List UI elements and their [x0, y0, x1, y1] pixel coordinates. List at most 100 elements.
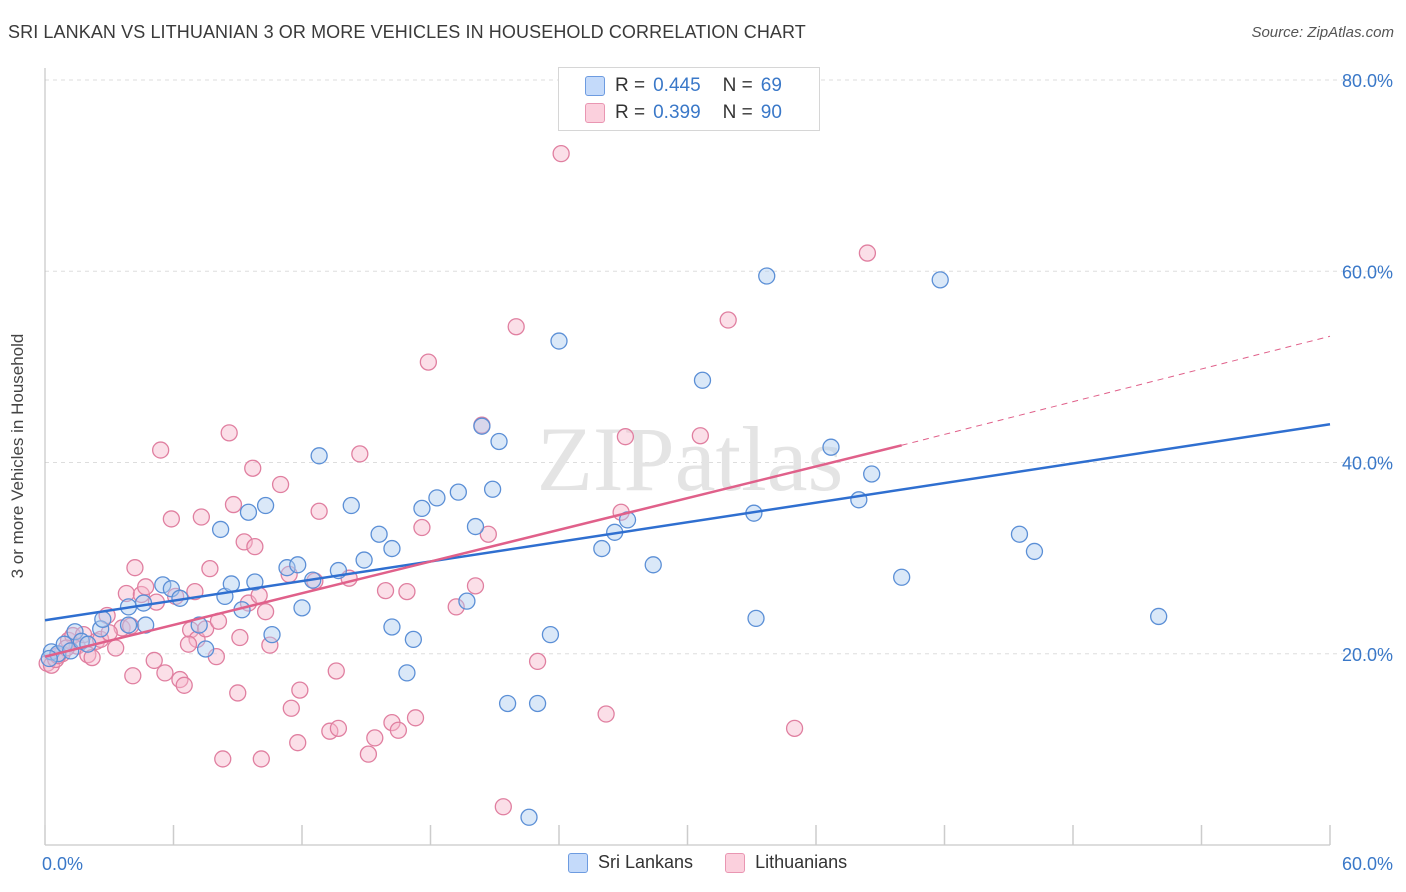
lithuanians-point — [419, 353, 438, 371]
lithuanians-point — [117, 584, 136, 603]
sri-lankans-point — [162, 580, 181, 598]
lithuanians-point — [201, 559, 219, 578]
n-label: N = — [722, 102, 753, 123]
sri-lankans-point — [66, 623, 84, 641]
source-label: Source: ZipAtlas.com — [1251, 24, 1394, 41]
lithuanians-point — [246, 538, 264, 556]
lithuanians-point — [366, 729, 384, 747]
lithuanians-point — [413, 518, 431, 537]
y-tick-label: 20.0% — [1342, 645, 1393, 665]
lithuanians-point — [261, 636, 279, 654]
x-tick-label: 0.0% — [42, 854, 83, 874]
sri-lankans-point — [398, 664, 416, 682]
blue-swatch-icon — [568, 852, 588, 873]
lithuanians-point — [145, 651, 163, 670]
sri-lankans-point — [404, 630, 423, 649]
sri-lankans-point — [355, 551, 373, 569]
tick-labels: 20.0% 40.0% 60.0% 80.0% 0.0% 60.0% — [42, 71, 1393, 874]
lithuanians-point — [151, 441, 170, 459]
sri-lankans-point — [490, 432, 508, 451]
n-value: 69 — [760, 75, 782, 96]
sri-lankans-point — [498, 694, 517, 713]
lithuanians-point — [494, 798, 512, 816]
lithuanians-point — [785, 719, 804, 737]
sri-lankans-trend-line — [44, 423, 1331, 622]
lithuanians-point — [398, 582, 416, 601]
sri-lankans-points — [40, 267, 1168, 826]
lithuanians-point — [616, 428, 635, 446]
lithuanians-point — [175, 676, 193, 694]
lithuanians-point — [351, 445, 369, 463]
sri-lankans-point — [822, 438, 840, 456]
sri-lankans-point — [383, 539, 401, 558]
y-tick-label: 80.0% — [1342, 71, 1393, 91]
watermark: ZIPatlas — [537, 408, 844, 510]
sri-lankans-point — [893, 568, 911, 586]
x-tick-label: 60.0% — [1342, 854, 1393, 874]
lithuanians-point — [359, 745, 378, 763]
sri-lankans-point — [1025, 542, 1044, 561]
sri-lankans-point — [154, 576, 172, 594]
lithuanians-point — [858, 244, 877, 262]
sri-lankans-point — [458, 592, 476, 610]
lithuanians-points — [38, 144, 877, 816]
sri-lankans-point — [747, 609, 765, 628]
lithuanians-point — [107, 639, 125, 657]
stats-legend: R = 0.445 N = 69 R = 0.399 N = 90 — [558, 67, 820, 131]
sri-lankans-point — [528, 694, 547, 713]
sri-lankans-point — [263, 625, 281, 644]
pink-swatch-icon — [725, 852, 746, 873]
lithuanians-point — [447, 598, 465, 616]
y-tick-label: 40.0% — [1342, 454, 1393, 474]
legend-label: Lithuanians — [755, 852, 848, 872]
lithuanians-point — [479, 525, 497, 543]
lithuanians-point — [329, 719, 348, 737]
sri-lankans-point — [593, 539, 611, 558]
sri-lankans-point — [278, 559, 296, 577]
lithuanians-point — [597, 705, 615, 723]
r-value: 0.399 — [653, 102, 701, 123]
lithuanians-trend-line — [44, 444, 902, 658]
lithuanians-point — [83, 648, 101, 667]
sri-lankans-point — [413, 499, 431, 518]
legend-item-sri-lankans: Sri Lankans — [568, 852, 693, 873]
sri-lankans-point — [293, 599, 311, 617]
lithuanians-point — [124, 667, 142, 685]
lithuanians-point — [192, 508, 210, 526]
lithuanians-point — [310, 502, 328, 520]
pink-swatch-icon — [585, 103, 605, 123]
sri-lankans-point — [550, 332, 568, 350]
lithuanians-point — [719, 311, 737, 329]
lithuanians-point — [224, 495, 243, 514]
sri-lankans-point — [931, 271, 949, 289]
sri-lankans-point — [758, 267, 776, 285]
sri-lankans-point — [644, 556, 662, 574]
lithuanians-point — [156, 664, 174, 682]
lithuanians-point — [389, 721, 408, 739]
lithuanians-point — [244, 459, 262, 477]
axes — [44, 68, 1331, 846]
n-label: N = — [722, 75, 753, 96]
lithuanians-point — [231, 628, 249, 647]
lithuanians-point — [220, 424, 238, 442]
sri-lankans-point — [541, 625, 560, 644]
sri-lankans-point — [520, 808, 538, 826]
sri-lankans-point — [119, 616, 138, 634]
lithuanians-point — [137, 578, 155, 596]
sri-lankans-point — [863, 465, 881, 483]
sri-lankans-point — [370, 525, 388, 543]
lithuanians-point — [406, 709, 425, 727]
chart-title: SRI LANKAN VS LITHUANIAN 3 OR MORE VEHIC… — [8, 22, 806, 42]
sri-lankans-point — [256, 496, 275, 515]
legend-row-sri-lankans: R = 0.445 N = 69 — [585, 73, 782, 99]
legend-row-lithuanians: R = 0.399 N = 90 — [585, 100, 782, 126]
sri-lankans-point — [134, 594, 153, 612]
sri-lankans-point — [222, 575, 240, 593]
sri-lankans-point — [473, 417, 491, 435]
legend-item-lithuanians: Lithuanians — [725, 852, 847, 873]
sri-lankans-point — [383, 618, 401, 636]
lithuanians-point — [229, 684, 247, 702]
lithuanians-point — [256, 603, 275, 621]
lithuanians-point — [552, 144, 570, 163]
